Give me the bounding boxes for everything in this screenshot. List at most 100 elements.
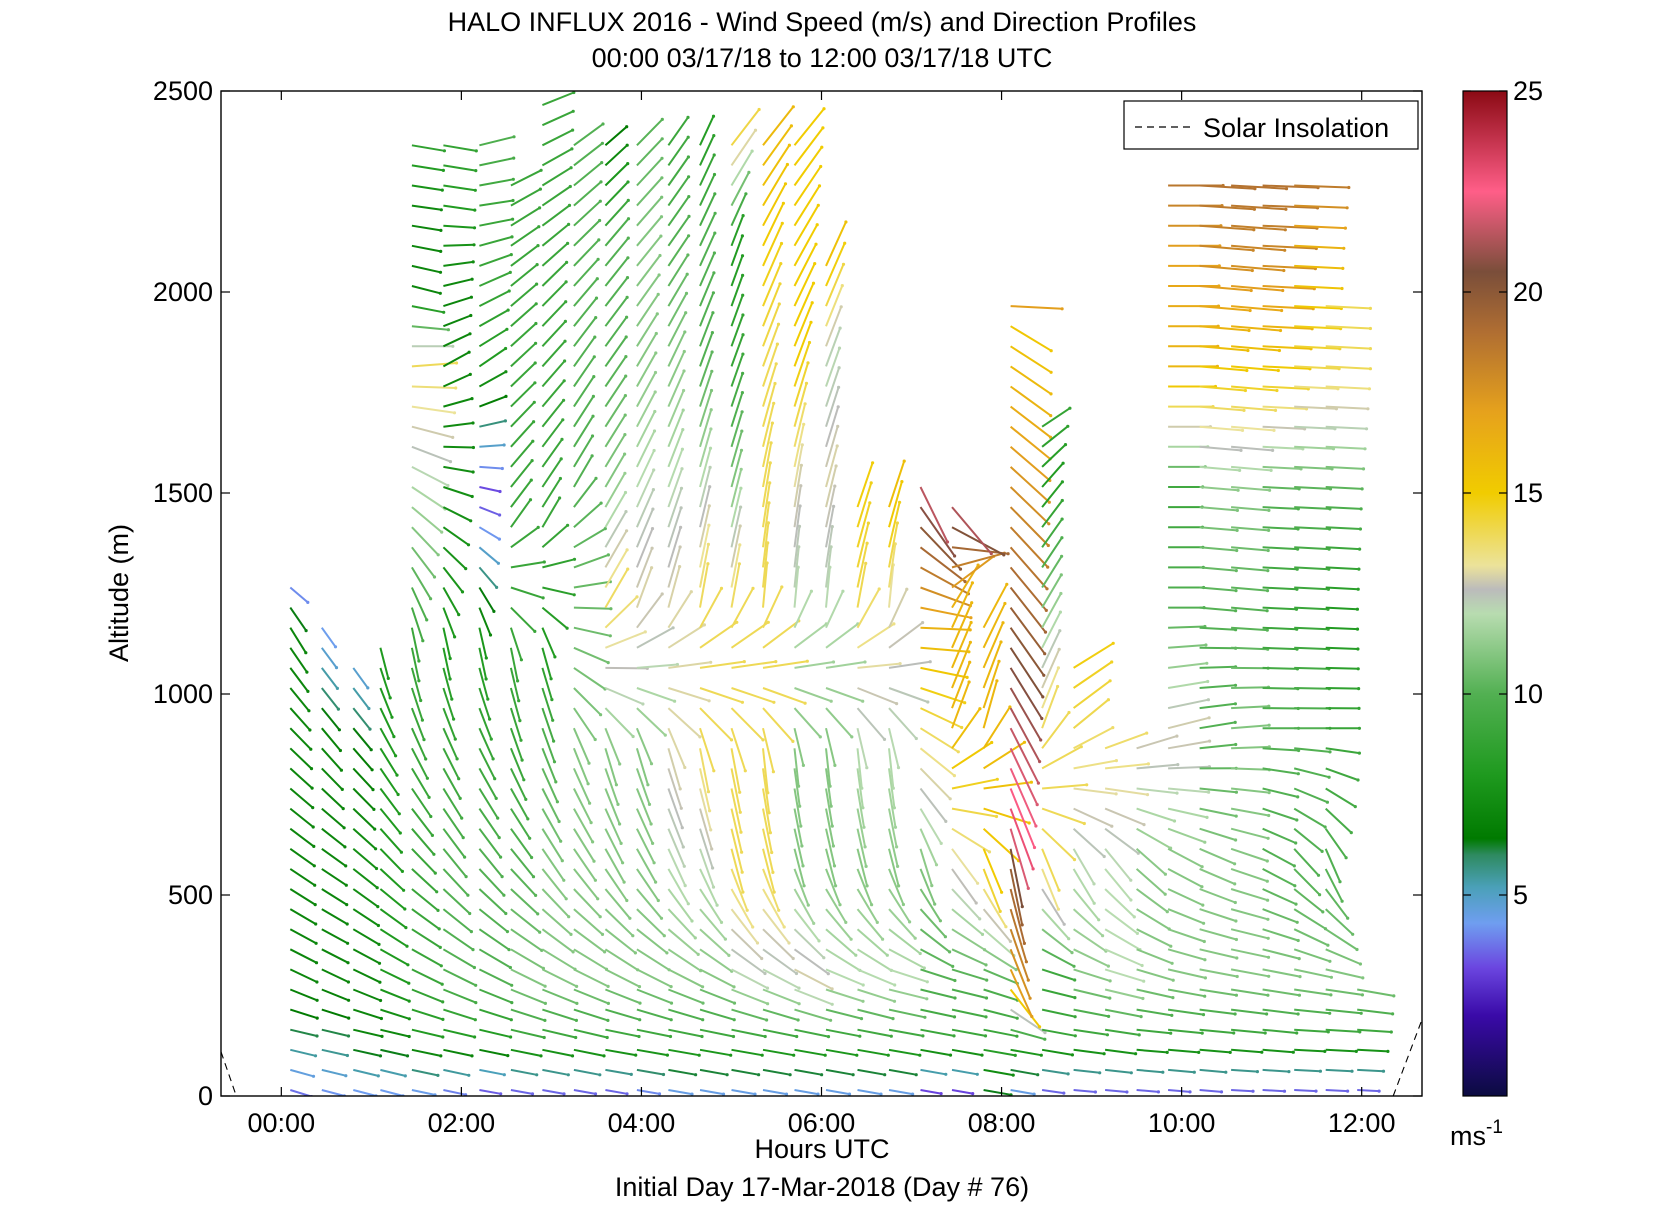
- wind-vector: [982, 583, 1008, 629]
- wind-vector-head: [740, 234, 745, 238]
- wind-vector: [1041, 574, 1063, 609]
- wind-vector-head: [1391, 1012, 1395, 1016]
- wind-vector: [289, 647, 308, 673]
- wind-vector: [542, 1008, 577, 1022]
- wind-vector: [321, 968, 349, 983]
- wind-vector: [699, 808, 713, 850]
- wind-vector-head: [1200, 865, 1204, 869]
- wind-vector-head: [338, 748, 342, 753]
- wind-vector-head: [1282, 1089, 1287, 1093]
- wind-vector-head: [654, 880, 658, 884]
- wind-vector-head: [660, 592, 664, 596]
- wind-vector-head: [881, 937, 885, 941]
- wind-vector-head: [469, 295, 473, 299]
- wind-vector: [353, 1068, 379, 1077]
- wind-vector: [1199, 445, 1242, 452]
- wind-vector: [510, 225, 540, 247]
- wind-vector: [1199, 888, 1236, 904]
- wind-vector-head: [902, 459, 906, 463]
- wind-vector-head: [534, 341, 538, 345]
- wind-vector-head: [511, 177, 515, 181]
- wind-vector-head: [771, 770, 776, 774]
- wind-vector-head: [458, 796, 462, 801]
- wind-vector: [290, 1028, 318, 1037]
- wind-vector: [1294, 184, 1349, 189]
- wind-vector-head: [860, 786, 864, 790]
- wind-vector-head: [774, 362, 778, 366]
- wind-vector: [1231, 586, 1268, 592]
- wind-vector: [510, 263, 538, 287]
- wind-vector: [888, 727, 900, 768]
- wind-vector: [1231, 465, 1272, 472]
- wind-vector-head: [305, 670, 309, 674]
- wind-vector: [510, 479, 533, 508]
- wind-vector: [321, 948, 349, 964]
- wind-vector-head: [1234, 569, 1238, 573]
- wind-vector: [1009, 727, 1040, 784]
- wind-vector: [920, 948, 954, 968]
- wind-vector: [699, 524, 710, 568]
- wind-vector-head: [315, 1034, 319, 1038]
- wind-vector: [411, 1089, 436, 1096]
- wind-vector-head: [914, 1073, 918, 1077]
- wind-vector: [478, 868, 505, 896]
- wind-vector-head: [943, 935, 948, 939]
- wind-vector-head: [951, 964, 955, 969]
- wind-vector: [1136, 1048, 1168, 1054]
- wind-vector: [379, 968, 410, 985]
- wind-vector-head: [1046, 565, 1050, 569]
- wind-vector: [478, 948, 511, 969]
- wind-vector-head: [531, 439, 535, 443]
- wind-vector: [573, 1048, 605, 1057]
- wind-vector: [731, 968, 768, 989]
- wind-vector-head: [869, 481, 873, 485]
- wind-vector-head: [440, 530, 444, 534]
- wind-vector: [699, 888, 723, 923]
- wind-vector-head: [983, 1034, 988, 1038]
- wind-vector: [825, 848, 837, 887]
- wind-vector: [541, 477, 562, 508]
- wind-vector-head: [831, 844, 836, 848]
- wind-vector-head: [1366, 407, 1370, 411]
- wind-vector-head: [600, 141, 605, 145]
- wind-vector-head: [1357, 567, 1361, 571]
- wind-vector: [442, 948, 475, 969]
- wind-vector: [667, 196, 690, 227]
- wind-vector: [793, 768, 801, 807]
- wind-vector-head: [1203, 976, 1207, 980]
- wind-vector-head: [337, 728, 341, 732]
- wind-vector: [1041, 1068, 1069, 1075]
- wind-vector-head: [433, 871, 437, 875]
- wind-vector-head: [308, 728, 312, 732]
- wind-vector-head: [751, 586, 755, 591]
- wind-vector: [1167, 868, 1203, 888]
- wind-vector: [667, 908, 697, 939]
- wind-vector: [1294, 285, 1343, 290]
- wind-vector-head: [871, 461, 875, 465]
- wind-vector: [1262, 486, 1300, 490]
- wind-vector-head: [1175, 791, 1179, 795]
- wind-vector-head: [407, 981, 411, 985]
- wind-vector: [410, 647, 420, 682]
- wind-vector: [478, 767, 498, 799]
- wind-vector: [1293, 827, 1323, 853]
- wind-vector-head: [1265, 609, 1269, 613]
- wind-vector-head: [1358, 547, 1362, 551]
- wind-vector: [1294, 606, 1329, 611]
- wind-vector: [1009, 405, 1052, 438]
- wind-vector: [510, 1008, 546, 1022]
- wind-vector-head: [1207, 716, 1211, 720]
- wind-vector: [1262, 325, 1313, 330]
- wind-vector-head: [727, 953, 731, 958]
- wind-vector: [541, 166, 572, 187]
- wind-vector-head: [861, 983, 865, 987]
- wind-vector: [636, 177, 663, 207]
- wind-vector-head: [934, 863, 939, 867]
- wind-vector-head: [593, 878, 598, 882]
- wind-vector-head: [753, 128, 758, 132]
- wind-vector: [604, 162, 629, 187]
- wind-vector: [920, 988, 956, 999]
- wind-vector: [605, 630, 646, 649]
- wind-vector: [730, 255, 744, 287]
- wind-vector: [573, 553, 609, 569]
